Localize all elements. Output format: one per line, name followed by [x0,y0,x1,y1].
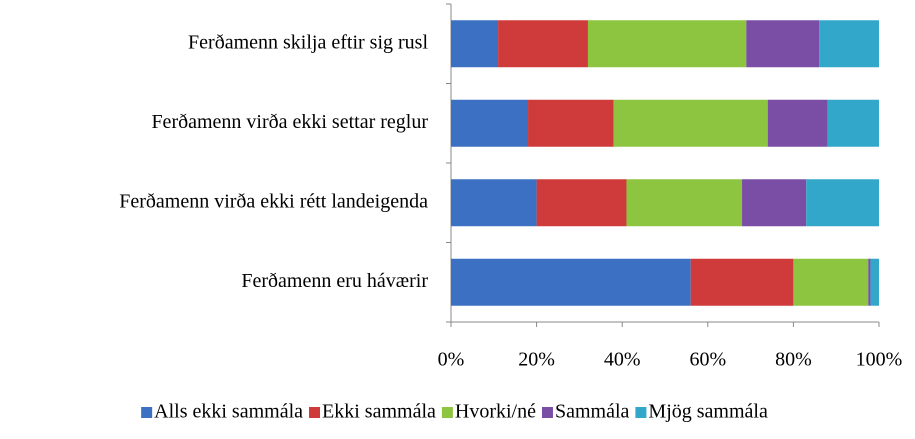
bar-segment [613,99,768,147]
legend-label: Ekki sammála [322,401,436,423]
bar-segment [451,99,529,147]
bar-segment [690,258,794,306]
bar-segment [806,179,879,227]
legend-label: Alls ekki sammála [154,401,303,423]
bar-segment [742,179,807,227]
bar-segment [451,179,537,227]
bar-segment [451,20,499,68]
bar-segment [536,179,627,227]
bar-segment [868,258,871,306]
bar-segment [827,99,879,147]
bar-segment [746,20,820,68]
bar-segment [626,179,743,227]
bar-segment [819,20,879,68]
legend-label: Mjög sammála [648,401,768,423]
bar-segment [587,20,747,68]
bar-segment [767,99,828,147]
category-label: Ferðamenn eru háværir [241,270,428,292]
x-tick-label: 80% [775,349,812,371]
legend-swatch [635,407,647,418]
legend-swatch [141,407,153,418]
bar-segment [793,258,869,306]
legend-swatch [541,407,553,418]
x-tick-label: 0% [438,349,465,371]
bar-segment [498,20,588,68]
bar-segment [870,258,879,306]
bar-segment [451,258,691,306]
x-tick-label: 20% [518,349,555,371]
bar-segment [528,99,614,147]
legend-label: Sammála [555,401,630,423]
category-label: Ferðamenn virða ekki settar reglur [151,111,428,133]
category-label: Ferðamenn skilja eftir sig rusl [188,31,428,53]
legend-swatch [441,407,453,418]
category-label: Ferðamenn virða ekki rétt landeigenda [119,190,428,212]
legend-swatch [309,407,321,418]
x-tick-label: 60% [689,349,726,371]
x-tick-label: 100% [856,349,903,371]
legend-label: Hvorki/né [455,401,536,423]
x-tick-label: 40% [604,349,641,371]
